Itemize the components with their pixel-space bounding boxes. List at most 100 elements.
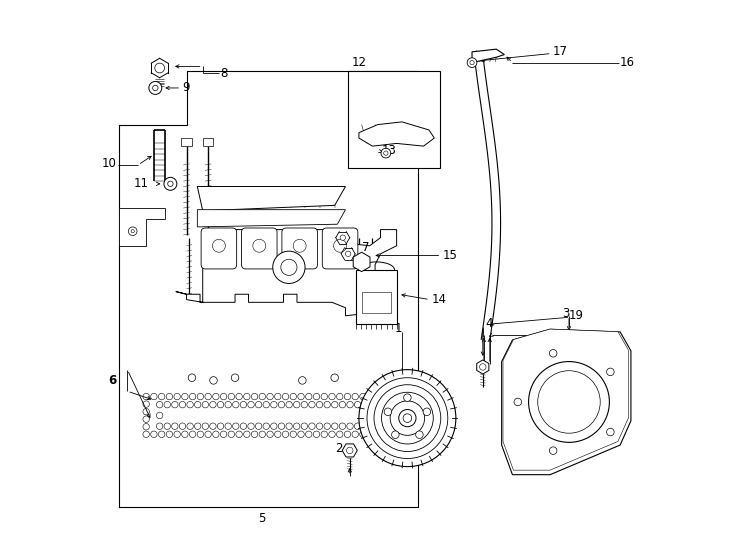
Circle shape: [360, 431, 366, 437]
Circle shape: [392, 431, 399, 438]
Circle shape: [383, 431, 390, 437]
Circle shape: [332, 401, 338, 408]
Text: 7: 7: [362, 241, 369, 254]
Circle shape: [331, 374, 338, 381]
Circle shape: [549, 447, 557, 454]
Circle shape: [244, 393, 250, 400]
Circle shape: [390, 393, 397, 400]
Circle shape: [159, 393, 165, 400]
Circle shape: [301, 401, 308, 408]
FancyBboxPatch shape: [282, 228, 317, 269]
Circle shape: [344, 431, 351, 437]
Circle shape: [213, 393, 219, 400]
Text: 5: 5: [258, 512, 266, 525]
Circle shape: [390, 401, 425, 435]
Circle shape: [225, 423, 231, 429]
Circle shape: [251, 431, 258, 437]
Circle shape: [228, 393, 235, 400]
Text: 12: 12: [352, 56, 367, 69]
Circle shape: [267, 393, 273, 400]
Circle shape: [313, 393, 320, 400]
Circle shape: [377, 401, 384, 408]
Circle shape: [273, 251, 305, 284]
Bar: [362, 292, 391, 313]
Circle shape: [305, 393, 312, 400]
Polygon shape: [359, 122, 435, 146]
Circle shape: [202, 423, 208, 429]
Circle shape: [479, 364, 486, 370]
Circle shape: [263, 401, 269, 408]
Circle shape: [390, 401, 397, 407]
Circle shape: [286, 423, 292, 429]
Circle shape: [336, 431, 343, 437]
Circle shape: [156, 423, 163, 429]
Circle shape: [179, 423, 186, 429]
Polygon shape: [197, 186, 346, 211]
Circle shape: [362, 423, 368, 429]
Circle shape: [384, 151, 388, 156]
Circle shape: [286, 401, 292, 408]
Circle shape: [166, 431, 172, 437]
Circle shape: [217, 423, 224, 429]
Circle shape: [255, 401, 262, 408]
Circle shape: [195, 401, 201, 408]
Circle shape: [514, 398, 522, 406]
Circle shape: [233, 423, 239, 429]
Circle shape: [316, 423, 323, 429]
Text: 2: 2: [335, 442, 343, 455]
Circle shape: [231, 374, 239, 381]
Text: 1: 1: [394, 322, 402, 335]
Circle shape: [294, 401, 300, 408]
Circle shape: [344, 393, 351, 400]
Circle shape: [205, 393, 211, 400]
Circle shape: [128, 227, 137, 235]
Circle shape: [324, 423, 330, 429]
Circle shape: [294, 423, 300, 429]
Circle shape: [470, 60, 474, 65]
Circle shape: [381, 148, 390, 158]
Circle shape: [278, 423, 285, 429]
Circle shape: [143, 401, 150, 407]
Circle shape: [305, 431, 312, 437]
Circle shape: [367, 377, 448, 458]
Circle shape: [278, 401, 285, 408]
FancyBboxPatch shape: [241, 228, 277, 269]
Circle shape: [263, 423, 269, 429]
Polygon shape: [197, 210, 346, 227]
Circle shape: [275, 431, 281, 437]
Circle shape: [377, 423, 384, 429]
Circle shape: [390, 423, 397, 430]
Polygon shape: [472, 49, 504, 63]
Text: 19: 19: [569, 309, 584, 322]
Circle shape: [166, 393, 172, 400]
Circle shape: [334, 239, 346, 252]
Circle shape: [248, 423, 254, 429]
Circle shape: [321, 393, 327, 400]
Circle shape: [423, 408, 431, 416]
Polygon shape: [501, 329, 631, 475]
Circle shape: [189, 393, 196, 400]
Circle shape: [202, 401, 208, 408]
Circle shape: [403, 414, 412, 422]
Circle shape: [375, 393, 382, 400]
Bar: [348, 71, 440, 167]
Circle shape: [467, 58, 477, 68]
Circle shape: [236, 431, 242, 437]
Circle shape: [156, 401, 163, 408]
Circle shape: [156, 412, 163, 418]
Circle shape: [188, 374, 196, 381]
Circle shape: [164, 177, 177, 190]
Text: 3: 3: [562, 307, 570, 320]
Circle shape: [346, 447, 353, 454]
Circle shape: [329, 431, 335, 437]
Circle shape: [275, 393, 281, 400]
Circle shape: [293, 239, 306, 252]
Circle shape: [150, 431, 157, 437]
Circle shape: [153, 85, 158, 91]
FancyBboxPatch shape: [201, 228, 236, 269]
Circle shape: [399, 409, 416, 427]
Circle shape: [187, 423, 193, 429]
Circle shape: [212, 239, 225, 252]
Polygon shape: [119, 208, 165, 246]
Circle shape: [370, 401, 376, 408]
